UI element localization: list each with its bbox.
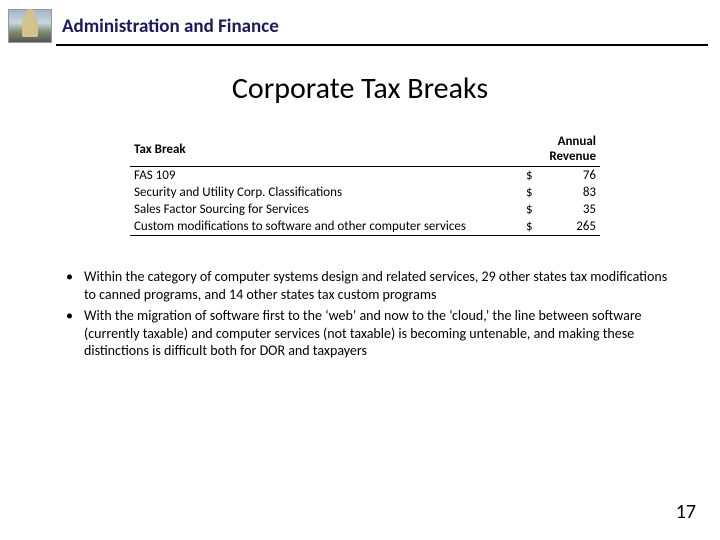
tax-value: 35 (540, 201, 600, 218)
header-rule (56, 44, 708, 46)
currency-symbol: $ (522, 184, 540, 201)
tax-label: Security and Utility Corp. Classificatio… (130, 184, 522, 201)
slide-title: Corporate Tax Breaks (0, 70, 720, 107)
currency-symbol: $ (522, 218, 540, 236)
col-tax-break: Tax Break (130, 132, 522, 167)
tax-value: 83 (540, 184, 600, 201)
tax-value: 76 (540, 167, 600, 185)
slide: Administration and Finance Corporate Tax… (0, 0, 720, 540)
table-header-row: Tax Break Annual Revenue (130, 132, 600, 167)
table-row: Custom modifications to software and oth… (130, 218, 600, 236)
tax-value: 265 (540, 218, 600, 236)
header-title: Administration and Finance (62, 15, 279, 38)
table-row: Sales Factor Sourcing for Services $ 35 (130, 201, 600, 218)
tax-label: Sales Factor Sourcing for Services (130, 201, 522, 218)
currency-symbol: $ (522, 201, 540, 218)
logo-seal-icon (8, 9, 52, 43)
bullet-item: Within the category of computer systems … (60, 268, 680, 303)
page-number: 17 (676, 500, 696, 524)
currency-symbol: $ (522, 167, 540, 185)
bullet-item: With the migration of software first to … (60, 307, 680, 360)
table-row: FAS 109 $ 76 (130, 167, 600, 185)
header-bar: Administration and Finance (8, 8, 708, 44)
tax-label: FAS 109 (130, 167, 522, 185)
col-annual-revenue: Annual Revenue (522, 132, 600, 167)
tax-label: Custom modifications to software and oth… (130, 218, 522, 236)
bullet-list: Within the category of computer systems … (60, 268, 680, 364)
tax-table: Tax Break Annual Revenue FAS 109 $ 76 Se… (130, 132, 600, 236)
table-row: Security and Utility Corp. Classificatio… (130, 184, 600, 201)
